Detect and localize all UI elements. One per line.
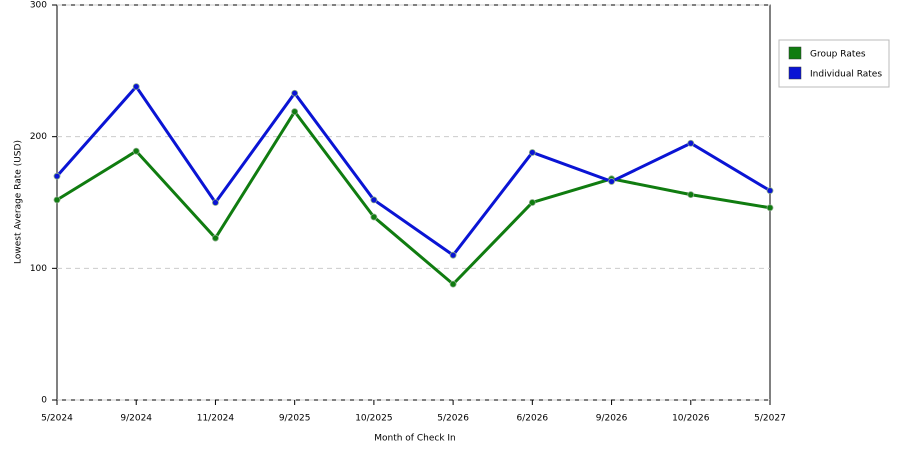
x-tick-label: 5/2026 — [437, 414, 469, 424]
data-point — [291, 89, 299, 97]
y-tick-label: 200 — [30, 132, 47, 142]
data-point — [53, 172, 61, 180]
x-axis-label: Month of Check In — [374, 434, 456, 444]
data-point — [608, 178, 615, 185]
y-tick-label: 0 — [41, 396, 47, 406]
data-point — [687, 139, 695, 147]
x-tick-label: 6/2026 — [516, 414, 548, 424]
series-line — [55, 84, 771, 258]
data-point — [291, 108, 299, 116]
legend-swatch — [788, 66, 802, 80]
data-point — [528, 149, 536, 156]
data-point — [370, 196, 378, 204]
legend-swatch — [788, 46, 802, 60]
x-tick-label: 9/2025 — [279, 414, 311, 424]
y-tick-label: 300 — [30, 1, 47, 11]
data-point — [766, 204, 774, 212]
series-line — [56, 109, 771, 287]
data-point — [449, 251, 457, 259]
data-point — [766, 187, 774, 195]
data-point — [449, 280, 457, 288]
data-point — [370, 213, 378, 221]
y-axis-label: Lowest Average Rate (USD) — [14, 140, 24, 264]
legend-label: Individual Rates — [810, 70, 882, 80]
data-point — [212, 234, 219, 242]
x-tick-label: 11/2024 — [197, 414, 235, 424]
x-tick-label: 5/2024 — [41, 414, 73, 424]
y-tick-label: 100 — [30, 264, 47, 274]
data-point — [132, 83, 140, 91]
x-tick-label: 9/2026 — [596, 414, 628, 424]
data-point — [212, 199, 219, 206]
x-tick-label: 5/2027 — [754, 414, 786, 424]
data-point — [687, 191, 695, 199]
data-point — [53, 196, 61, 204]
data-point — [528, 199, 536, 206]
x-tick-label: 9/2024 — [120, 414, 152, 424]
x-tick-label: 10/2025 — [355, 414, 392, 424]
x-tick-label: 10/2026 — [672, 414, 710, 424]
plot-frame — [56, 4, 771, 401]
legend-label: Group Rates — [810, 50, 866, 60]
data-point — [132, 147, 140, 155]
